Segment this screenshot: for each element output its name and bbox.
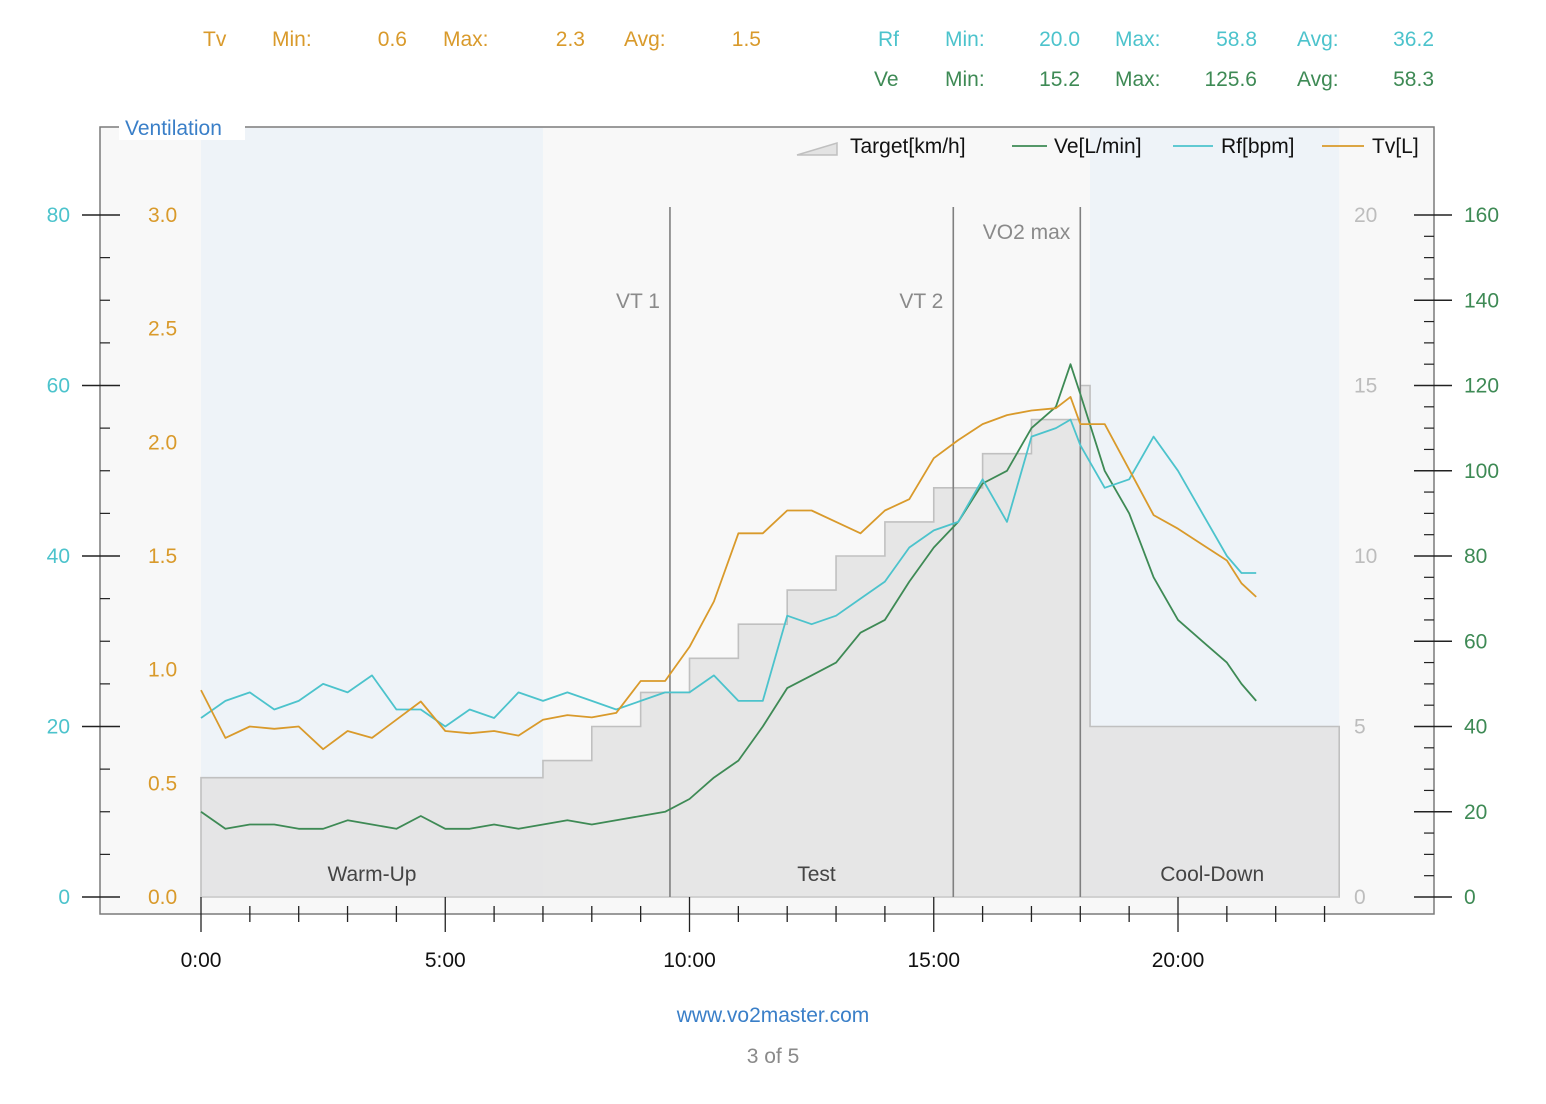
rf-avg-label: Avg:: [1297, 28, 1339, 51]
tv-tick-label: 0.5: [148, 772, 177, 795]
ve-tick-label: 160: [1464, 204, 1499, 227]
ve-avg-label: Avg:: [1297, 68, 1339, 91]
legend-rf-label: Rf[bpm]: [1221, 135, 1295, 158]
ve-tick-label: 140: [1464, 289, 1499, 312]
x-tick-label: 15:00: [907, 949, 960, 972]
marker-label: VT 1: [616, 290, 660, 313]
x-tick-label: 5:00: [425, 949, 466, 972]
legend-target-swatch: [796, 141, 838, 156]
rf-tick-label: 80: [47, 204, 70, 227]
tv-avg-label: Avg:: [624, 28, 666, 51]
target-tick-label: 20: [1354, 204, 1377, 227]
marker-label: VO2 max: [983, 221, 1071, 244]
rf-min-label: Min:: [945, 28, 985, 51]
ve-tick-label: 40: [1464, 716, 1487, 739]
ve-tick-label: 0: [1464, 886, 1476, 909]
tv-max-label: Max:: [443, 28, 489, 51]
rf-max-label: Max:: [1115, 28, 1161, 51]
rf-line: [200, 418, 1257, 728]
ve-min-label: Min:: [945, 68, 985, 91]
ve-tick-label: 120: [1464, 375, 1499, 398]
ve-min-value: 15.2: [1039, 68, 1080, 91]
rf-avg-value: 36.2: [1393, 28, 1434, 51]
x-tick-label: 20:00: [1152, 949, 1205, 972]
tv-min-label: Min:: [272, 28, 312, 51]
ve-tick-label: 80: [1464, 545, 1487, 568]
footer-link[interactable]: www.vo2master.com: [676, 1004, 870, 1027]
phase-label: Warm-Up: [327, 863, 416, 886]
tv-tick-label: 1.0: [148, 659, 177, 682]
tv-tick-label: 2.5: [148, 318, 177, 341]
phase-band: [201, 128, 543, 897]
target-tick-label: 5: [1354, 716, 1366, 739]
chart-title: Ventilation: [125, 117, 222, 140]
target-tick-label: 10: [1354, 545, 1377, 568]
legend-ve-label: Ve[L/min]: [1054, 135, 1142, 158]
title-gap: [119, 114, 245, 140]
tv-min-value: 0.6: [377, 28, 407, 51]
tv-tick-label: 3.0: [148, 204, 177, 227]
tv-line: [200, 395, 1257, 751]
ve-tick-label: 60: [1464, 630, 1487, 653]
tv-tick-label: 0.0: [148, 886, 177, 909]
target-tick-label: 15: [1354, 375, 1377, 398]
ve-max-label: Max:: [1115, 68, 1161, 91]
page-indicator: 3 of 5: [746, 1045, 800, 1068]
ve-max-value: 125.6: [1204, 68, 1257, 91]
tv-tick-label: 2.0: [148, 431, 177, 454]
ve-avg-value: 58.3: [1393, 68, 1434, 91]
tv-name: Tv: [203, 28, 227, 51]
ve-tick-label: 20: [1464, 801, 1487, 824]
tv-avg-value: 1.5: [731, 28, 761, 51]
ve-name: Ve: [874, 68, 899, 91]
tv-max-value: 2.3: [555, 28, 585, 51]
rf-max-value: 58.8: [1216, 28, 1257, 51]
phase-label: Test: [797, 863, 836, 886]
target-tick-label: 0: [1354, 886, 1366, 909]
rf-min-value: 20.0: [1039, 28, 1080, 51]
rf-name: Rf: [878, 28, 899, 51]
phase-label: Cool-Down: [1160, 863, 1264, 886]
ve-line: [200, 363, 1257, 830]
marker-label: VT 2: [899, 290, 943, 313]
rf-tick-label: 20: [47, 716, 70, 739]
rf-tick-label: 40: [47, 545, 70, 568]
ve-tick-label: 100: [1464, 460, 1499, 483]
x-tick-label: 10:00: [663, 949, 716, 972]
ventilation-chart: VT 1 VT 2 VO2 max Ventilation 0 20 40 60 80 0.0 0…: [46, 114, 1500, 972]
plot-frame: [99, 126, 1435, 915]
rf-tick-label: 60: [47, 375, 70, 398]
rf-tick-label: 0: [58, 886, 70, 909]
x-tick-label: 0:00: [181, 949, 222, 972]
legend-target-label: Target[km/h]: [850, 135, 966, 158]
legend-tv-label: Tv[L]: [1372, 135, 1419, 158]
tv-tick-label: 1.5: [148, 545, 177, 568]
